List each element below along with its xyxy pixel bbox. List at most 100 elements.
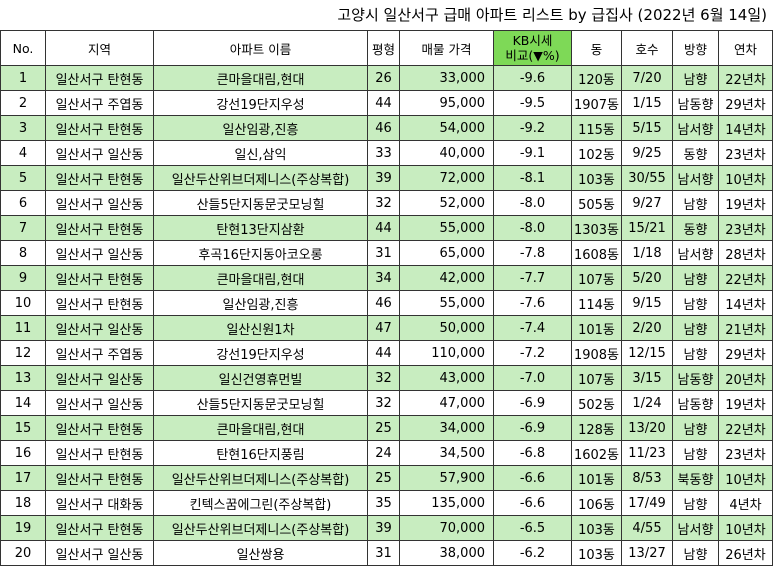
cell-no: 12: [0, 340, 46, 366]
cell-price: 47,000: [399, 390, 494, 416]
cell-dong: 1602동: [571, 440, 622, 466]
cell-apartment: 일신,삼익: [153, 140, 368, 166]
cell-region: 일산서구 탄현동: [45, 265, 154, 291]
cell-dong: 1908동: [571, 340, 622, 366]
cell-size: 32: [367, 390, 400, 416]
cell-price: 42,000: [399, 265, 494, 291]
table-row: 16 일산서구 탄현동 탄현16단지풍림 24 34,500 -6.8 1602동 11/23…: [0, 440, 773, 466]
cell-no: 1: [0, 65, 46, 91]
cell-apartment: 큰마을대림,현대: [153, 65, 368, 91]
table-row: 8 일산서구 일산동 후곡16단지동아코오롱 31 65,000 -7.8 1608동 1/1…: [0, 240, 773, 266]
cell-kb-compare: -7.0: [493, 365, 572, 391]
cell-kb-compare: -6.2: [493, 540, 572, 566]
cell-ho: 3/15: [621, 365, 673, 391]
cell-size: 46: [367, 290, 400, 316]
cell-apartment: 일산신원1차: [153, 315, 368, 341]
header-kb-line1: KB시세: [512, 33, 553, 48]
cell-apartment: 산들5단지동문굿모닝힐: [153, 190, 368, 216]
cell-age: 20년차: [718, 365, 773, 391]
cell-dong: 1608동: [571, 240, 622, 266]
cell-apartment: 강선19단지우성: [153, 90, 368, 116]
cell-ho: 2/20: [621, 315, 673, 341]
header-size: 평형: [367, 30, 400, 66]
cell-kb-compare: -6.9: [493, 415, 572, 441]
cell-age: 22년차: [718, 265, 773, 291]
cell-dong: 103동: [571, 540, 622, 566]
cell-size: 25: [367, 415, 400, 441]
cell-no: 18: [0, 490, 46, 516]
cell-no: 16: [0, 440, 46, 466]
cell-apartment: 일산임광,진흥: [153, 115, 368, 141]
cell-region: 일산서구 대화동: [45, 490, 154, 516]
cell-no: 2: [0, 90, 46, 116]
cell-price: 72,000: [399, 165, 494, 191]
cell-region: 일산서구 탄현동: [45, 515, 154, 541]
cell-age: 23년차: [718, 440, 773, 466]
table-row: 1 일산서구 탄현동 큰마을대림,현대 26 33,000 -9.6 120동 7/20 남향 2…: [0, 65, 773, 91]
cell-direction: 북동향: [672, 465, 719, 491]
cell-no: 9: [0, 265, 46, 291]
cell-age: 4년차: [718, 490, 773, 516]
cell-age: 29년차: [718, 340, 773, 366]
cell-region: 일산서구 일산동: [45, 365, 154, 391]
cell-size: 24: [367, 440, 400, 466]
cell-region: 일산서구 일산동: [45, 190, 154, 216]
cell-size: 47: [367, 315, 400, 341]
cell-kb-compare: -6.6: [493, 490, 572, 516]
cell-size: 31: [367, 240, 400, 266]
table-row: 5 일산서구 탄현동 일산두산위브더제니스(주상복합) 39 72,000 -8.1 103…: [0, 165, 773, 191]
cell-apartment: 탄현13단지삼환: [153, 215, 368, 241]
cell-dong: 120동: [571, 65, 622, 91]
cell-dong: 101동: [571, 465, 622, 491]
cell-price: 55,000: [399, 215, 494, 241]
header-region: 지역: [45, 30, 154, 66]
cell-size: 25: [367, 465, 400, 491]
cell-dong: 115동: [571, 115, 622, 141]
cell-size: 32: [367, 190, 400, 216]
cell-ho: 5/20: [621, 265, 673, 291]
cell-size: 46: [367, 115, 400, 141]
cell-size: 39: [367, 515, 400, 541]
cell-no: 3: [0, 115, 46, 141]
cell-size: 26: [367, 65, 400, 91]
table-row: 13 일산서구 일산동 일신건영휴먼빌 32 43,000 -7.0 107동 3/15 남동향…: [0, 365, 773, 391]
cell-direction: 남향: [672, 540, 719, 566]
cell-ho: 9/25: [621, 140, 673, 166]
cell-apartment: 일신건영휴먼빌: [153, 365, 368, 391]
cell-dong: 101동: [571, 315, 622, 341]
header-apartment: 아파트 이름: [153, 30, 368, 66]
cell-dong: 1303동: [571, 215, 622, 241]
cell-direction: 남향: [672, 315, 719, 341]
cell-age: 22년차: [718, 65, 773, 91]
cell-direction: 남향: [672, 265, 719, 291]
table-row: 19 일산서구 탄현동 일산두산위브더제니스(주상복합) 39 70,000 -6.5 10…: [0, 515, 773, 541]
cell-size: 33: [367, 140, 400, 166]
cell-region: 일산서구 탄현동: [45, 465, 154, 491]
cell-dong: 107동: [571, 265, 622, 291]
header-kb-line2: 비교(▼%): [505, 48, 560, 63]
cell-direction: 남향: [672, 290, 719, 316]
cell-direction: 남동향: [672, 390, 719, 416]
cell-region: 일산서구 일산동: [45, 315, 154, 341]
cell-age: 23년차: [718, 140, 773, 166]
cell-region: 일산서구 일산동: [45, 140, 154, 166]
cell-region: 일산서구 탄현동: [45, 165, 154, 191]
cell-region: 일산서구 탄현동: [45, 215, 154, 241]
cell-ho: 9/15: [621, 290, 673, 316]
cell-direction: 남서향: [672, 165, 719, 191]
cell-price: 38,000: [399, 540, 494, 566]
cell-age: 10년차: [718, 165, 773, 191]
cell-age: 14년차: [718, 290, 773, 316]
cell-apartment: 일산임광,진흥: [153, 290, 368, 316]
cell-age: 29년차: [718, 90, 773, 116]
header-kb-compare: KB시세 비교(▼%): [493, 30, 572, 66]
cell-direction: 남향: [672, 190, 719, 216]
cell-apartment: 탄현16단지풍림: [153, 440, 368, 466]
cell-direction: 남동향: [672, 90, 719, 116]
cell-apartment: 킨텍스꿈에그린(주상복합): [153, 490, 368, 516]
cell-no: 5: [0, 165, 46, 191]
cell-price: 34,500: [399, 440, 494, 466]
cell-kb-compare: -7.2: [493, 340, 572, 366]
table-row: 11 일산서구 일산동 일산신원1차 47 50,000 -7.4 101동 2/20 남향 21…: [0, 315, 773, 341]
cell-apartment: 일산두산위브더제니스(주상복합): [153, 465, 368, 491]
